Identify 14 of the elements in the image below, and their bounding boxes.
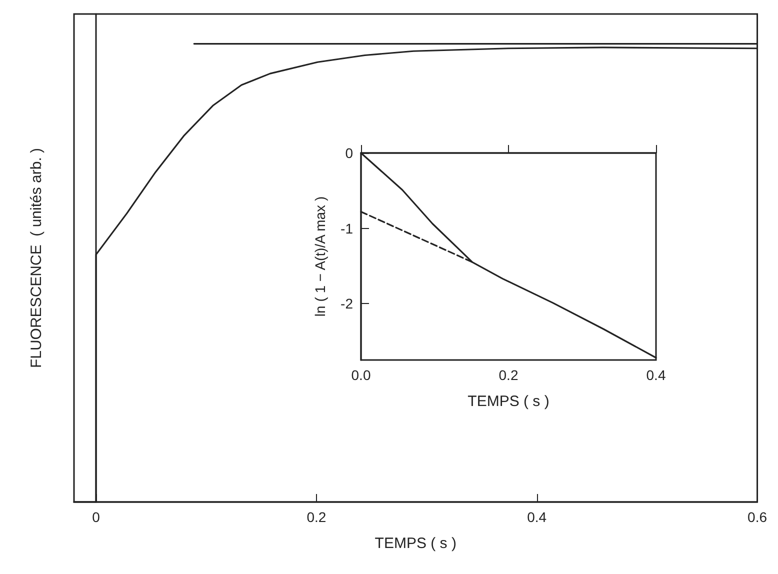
- y-axis-title: ln ( 1 − A(t)/A max ): [312, 196, 328, 317]
- x-tick-label: 0.2: [498, 367, 518, 383]
- y-tick-label: -1: [340, 220, 354, 236]
- x-tick-label: 0.6: [748, 509, 768, 525]
- x-axis-title: TEMPS ( s ): [468, 393, 550, 410]
- y-tick-label: -2: [340, 296, 354, 312]
- x-tick-label: 0.4: [646, 367, 666, 383]
- y-axis-title: FLUORESCENCE ( unités arb. ): [28, 148, 45, 368]
- x-tick-label: 0: [92, 509, 100, 525]
- x-tick-label: 0.2: [306, 509, 326, 525]
- x-tick-label: 0.0: [351, 367, 371, 383]
- x-axis-title: TEMPS ( s ): [374, 535, 456, 552]
- y-tick-label: 0: [345, 145, 354, 161]
- x-tick-label: 0.4: [527, 509, 547, 525]
